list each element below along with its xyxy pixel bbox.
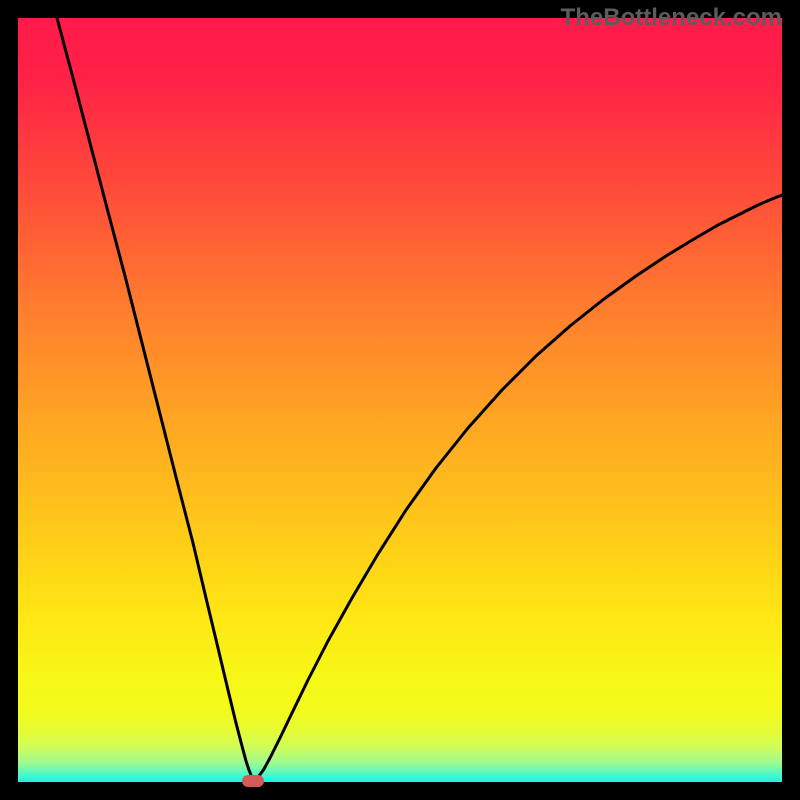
plot-area [18,18,782,782]
bottleneck-curve [57,18,782,780]
curve-layer [18,18,782,782]
minimum-marker [242,775,264,787]
chart-container: TheBottleneck.com [0,0,800,800]
watermark-text: TheBottleneck.com [561,4,782,32]
